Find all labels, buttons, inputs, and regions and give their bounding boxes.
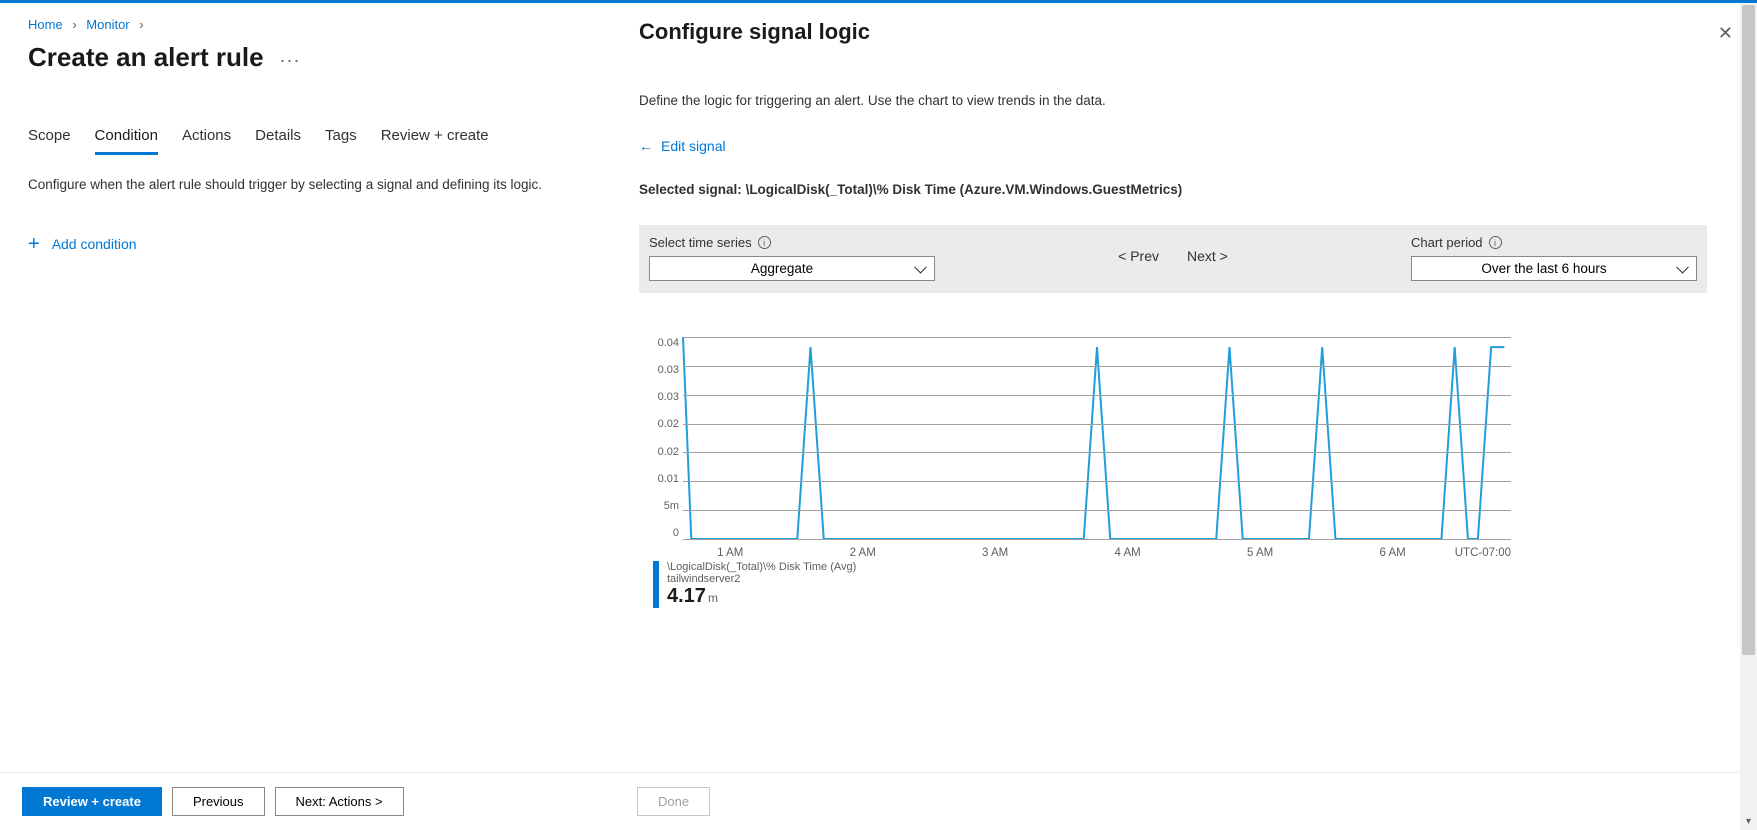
legend-unit: m bbox=[708, 591, 718, 605]
tab-review-create[interactable]: Review + create bbox=[381, 127, 489, 155]
chart-y-labels: 0.040.030.030.020.020.015m0 bbox=[639, 337, 679, 539]
selected-signal: Selected signal: \LogicalDisk(_Total)\% … bbox=[639, 182, 1707, 197]
chart: 0.040.030.030.020.020.015m0 UTC-07:00 1 … bbox=[639, 337, 1707, 608]
done-button[interactable]: Done bbox=[637, 787, 710, 816]
page-title: Create an alert rule bbox=[28, 42, 264, 73]
tab-description: Configure when the alert rule should tri… bbox=[28, 177, 587, 192]
chart-timezone: UTC-07:00 bbox=[1455, 547, 1511, 559]
panel-description: Define the logic for triggering an alert… bbox=[639, 93, 1707, 108]
breadcrumb-separator: › bbox=[72, 17, 76, 32]
next-link[interactable]: Next > bbox=[1187, 248, 1228, 264]
panel-title: Configure signal logic bbox=[639, 19, 870, 45]
footer-left: Review + create Previous Next: Actions > bbox=[0, 772, 615, 830]
info-icon[interactable]: i bbox=[758, 236, 771, 249]
add-condition-button[interactable]: + Add condition bbox=[28, 234, 587, 254]
add-condition-label: Add condition bbox=[52, 236, 137, 252]
close-icon[interactable]: ✕ bbox=[1718, 23, 1733, 44]
time-series-select[interactable]: Aggregate bbox=[649, 256, 935, 281]
chart-period-label: Chart period bbox=[1411, 235, 1483, 250]
breadcrumb-home[interactable]: Home bbox=[28, 17, 63, 32]
selected-signal-value: \LogicalDisk(_Total)\% Disk Time (Azure.… bbox=[746, 182, 1183, 197]
breadcrumb-monitor[interactable]: Monitor bbox=[86, 17, 129, 32]
breadcrumb-separator: › bbox=[139, 17, 143, 32]
chart-legend: \LogicalDisk(_Total)\% Disk Time (Avg) t… bbox=[653, 561, 1707, 608]
breadcrumb: Home › Monitor › bbox=[28, 17, 587, 32]
info-icon[interactable]: i bbox=[1489, 236, 1502, 249]
previous-button[interactable]: Previous bbox=[172, 787, 265, 816]
tab-scope[interactable]: Scope bbox=[28, 127, 71, 155]
legend-series-label: \LogicalDisk(_Total)\% Disk Time (Avg) bbox=[667, 561, 856, 573]
legend-value: 4.17 bbox=[667, 585, 706, 607]
arrow-left-icon: ← bbox=[639, 138, 653, 154]
chart-line bbox=[683, 337, 1511, 539]
chart-period-select[interactable]: Over the last 6 hours bbox=[1411, 256, 1697, 281]
chart-plot bbox=[683, 337, 1511, 539]
footer-right: Done bbox=[615, 772, 1757, 830]
prev-link[interactable]: < Prev bbox=[1118, 248, 1159, 264]
more-actions-icon[interactable]: ··· bbox=[280, 44, 301, 71]
selected-signal-label: Selected signal: bbox=[639, 182, 742, 197]
tab-details[interactable]: Details bbox=[255, 127, 301, 155]
edit-signal-label: Edit signal bbox=[661, 138, 726, 154]
chart-controls: Select time series i Aggregate < Prev Ne… bbox=[639, 225, 1707, 293]
next-actions-button[interactable]: Next: Actions > bbox=[275, 787, 404, 816]
tab-tags[interactable]: Tags bbox=[325, 127, 357, 155]
tab-actions[interactable]: Actions bbox=[182, 127, 231, 155]
legend-resource-label: tailwindserver2 bbox=[667, 573, 856, 585]
time-series-label: Select time series bbox=[649, 235, 752, 250]
review-create-button[interactable]: Review + create bbox=[22, 787, 162, 816]
scrollbar[interactable]: ▾ bbox=[1740, 3, 1757, 830]
plus-icon: + bbox=[28, 234, 40, 254]
tab-condition[interactable]: Condition bbox=[95, 127, 158, 155]
tabs: Scope Condition Actions Details Tags Rev… bbox=[28, 127, 587, 155]
edit-signal-link[interactable]: ← Edit signal bbox=[639, 138, 1707, 154]
scroll-down-arrow-icon[interactable]: ▾ bbox=[1740, 813, 1757, 830]
legend-color-bar bbox=[653, 561, 659, 608]
